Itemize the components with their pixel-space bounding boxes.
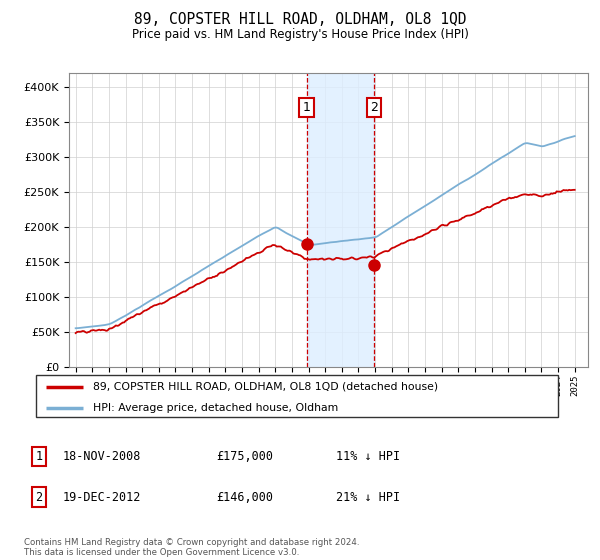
Text: 11% ↓ HPI: 11% ↓ HPI	[336, 450, 400, 463]
Bar	[307, 73, 374, 367]
Text: HPI: Average price, detached house, Oldham: HPI: Average price, detached house, Oldh…	[94, 403, 338, 413]
Text: 2: 2	[370, 101, 379, 114]
Text: £175,000: £175,000	[216, 450, 273, 463]
Text: 21% ↓ HPI: 21% ↓ HPI	[336, 491, 400, 504]
FancyBboxPatch shape	[36, 375, 558, 417]
Text: Price paid vs. HM Land Registry's House Price Index (HPI): Price paid vs. HM Land Registry's House …	[131, 28, 469, 41]
Text: 2: 2	[35, 491, 43, 504]
Text: Contains HM Land Registry data © Crown copyright and database right 2024.
This d: Contains HM Land Registry data © Crown c…	[24, 538, 359, 557]
Text: 18-NOV-2008: 18-NOV-2008	[63, 450, 142, 463]
Text: 89, COPSTER HILL ROAD, OLDHAM, OL8 1QD (detached house): 89, COPSTER HILL ROAD, OLDHAM, OL8 1QD (…	[94, 382, 439, 392]
Text: 89, COPSTER HILL ROAD, OLDHAM, OL8 1QD: 89, COPSTER HILL ROAD, OLDHAM, OL8 1QD	[134, 12, 466, 27]
Text: 19-DEC-2012: 19-DEC-2012	[63, 491, 142, 504]
Text: 1: 1	[302, 101, 310, 114]
Text: £146,000: £146,000	[216, 491, 273, 504]
Text: 1: 1	[35, 450, 43, 463]
